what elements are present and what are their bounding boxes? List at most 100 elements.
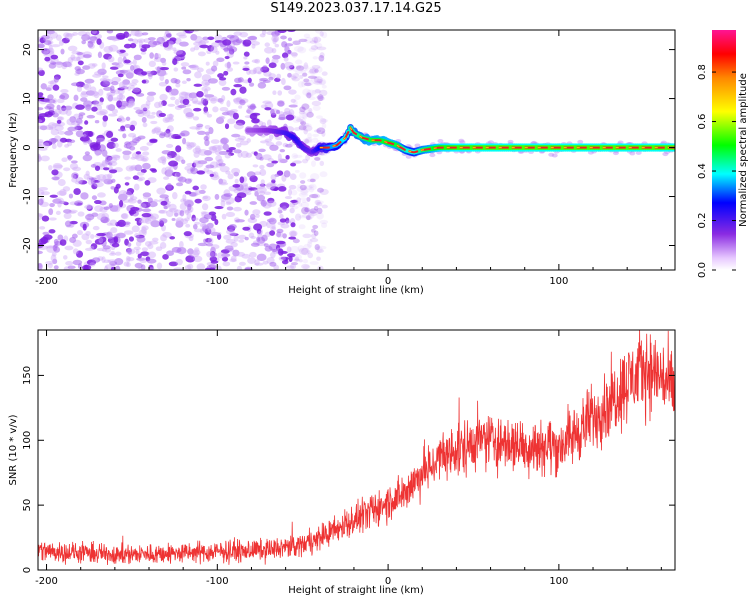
noise-speckle [219, 165, 230, 173]
spectrogram-frame [37, 29, 676, 271]
noise-speckle [304, 138, 310, 144]
noise-speckle [38, 141, 45, 148]
noise-speckle [200, 211, 207, 215]
noise-speckle [126, 262, 131, 268]
noise-speckle [63, 212, 72, 220]
noise-speckle [68, 193, 74, 199]
noise-speckle [130, 164, 138, 170]
noise-speckle [175, 83, 181, 88]
noise-speckle [110, 227, 118, 234]
noise-speckle [87, 131, 94, 138]
noise-speckle [166, 168, 174, 175]
noise-speckle [302, 88, 311, 96]
noise-speckle [176, 172, 181, 177]
noise-speckle [123, 230, 134, 235]
noise-speckle [61, 157, 68, 163]
noise-speckle [188, 95, 194, 102]
noise-speckle [142, 192, 152, 198]
noise-speckle [43, 40, 52, 46]
noise-speckle [291, 199, 299, 206]
noise-speckle [307, 252, 314, 259]
noise-speckle [193, 83, 203, 87]
noise-speckle [276, 73, 282, 80]
colorbar: 0.0 0.2 0.4 0.6 0.8 Normalized spectral ampl… [697, 30, 749, 278]
noise-speckle [128, 209, 137, 215]
noise-speckle [142, 122, 148, 128]
noise-speckle [47, 262, 53, 269]
noise-speckle [159, 66, 170, 71]
noise-speckle [77, 60, 84, 66]
noise-speckle [277, 248, 284, 256]
noise-speckle [185, 112, 195, 119]
noise-speckle [208, 95, 218, 102]
noise-speckle [72, 166, 82, 172]
noise-speckle [306, 92, 312, 99]
noise-speckle [82, 65, 91, 70]
noise-speckle [134, 32, 145, 37]
noise-speckle [125, 165, 135, 172]
noise-speckle [279, 213, 284, 219]
noise-speckle [79, 136, 90, 142]
noise-speckle [113, 204, 121, 213]
noise-speckle [51, 143, 57, 150]
noise-speckle [55, 34, 62, 41]
noise-speckle [203, 111, 210, 115]
noise-speckle [233, 122, 244, 130]
noise-speckle [199, 44, 209, 49]
noise-speckle [166, 155, 172, 160]
noise-speckle [64, 220, 72, 227]
noise-speckle [290, 75, 297, 80]
noise-speckle [194, 71, 202, 79]
noise-speckle [193, 151, 200, 158]
noise-speckle [292, 67, 298, 72]
noise-speckle [263, 243, 269, 248]
noise-speckle [164, 78, 169, 85]
noise-speckle [185, 223, 191, 228]
noise-speckle [150, 220, 161, 228]
noise-speckle [266, 218, 275, 223]
noise-speckle [314, 42, 323, 49]
noise-speckle [319, 89, 328, 97]
noise-speckle [143, 195, 150, 200]
noise-speckle [116, 118, 122, 122]
noise-speckle [288, 184, 297, 190]
noise-speckle [174, 99, 180, 106]
noise-speckle [179, 132, 186, 137]
noise-speckle [304, 82, 312, 87]
noise-speckle [139, 203, 147, 209]
noise-speckle [158, 81, 168, 87]
noise-speckle [314, 68, 319, 73]
noise-speckle [298, 65, 304, 73]
noise-speckle [302, 64, 310, 72]
noise-speckle [131, 89, 140, 94]
noise-speckle [269, 230, 276, 236]
noise-speckle [283, 61, 294, 69]
noise-speckle [290, 199, 298, 204]
noise-speckle [159, 93, 168, 101]
noise-speckle [228, 46, 238, 53]
noise-speckle [115, 148, 122, 152]
noise-speckle [203, 167, 210, 173]
noise-speckle [47, 80, 55, 85]
noise-speckle [149, 139, 158, 144]
noise-speckle [266, 119, 272, 127]
noise-speckle [124, 59, 131, 64]
noise-speckle [224, 55, 230, 60]
noise-speckle [160, 57, 167, 64]
noise-speckle [110, 186, 116, 190]
noise-speckle [134, 164, 143, 172]
noise-speckle [133, 106, 141, 111]
noise-speckle [238, 239, 245, 243]
noise-speckle [207, 237, 214, 245]
noise-speckle [207, 44, 215, 52]
noise-speckle [292, 40, 301, 46]
noise-speckle [287, 72, 292, 78]
noise-speckle [298, 202, 303, 207]
noise-speckle [321, 130, 326, 137]
noise-speckle [293, 99, 298, 107]
noise-speckle [156, 187, 166, 195]
noise-speckle [158, 209, 165, 214]
noise-speckle [130, 196, 138, 200]
noise-speckle [69, 116, 77, 123]
noise-speckle [224, 153, 232, 159]
